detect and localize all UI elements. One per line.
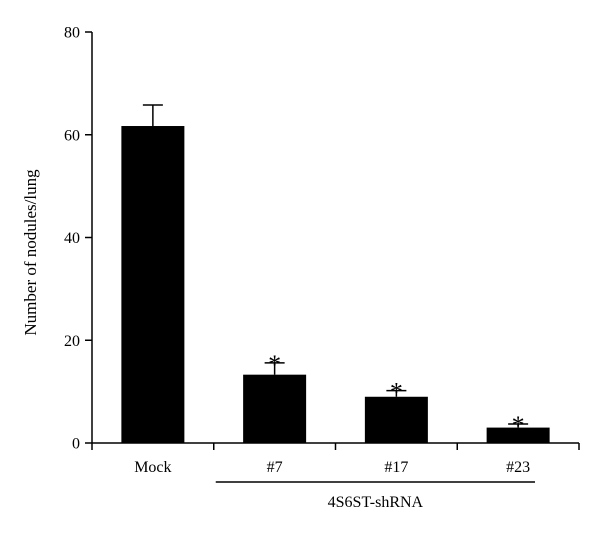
bar (486, 427, 550, 443)
group-label: 4S6ST-shRNA (328, 494, 424, 511)
significance-markers: * * * (268, 350, 525, 440)
x-tick-label: #7 (267, 459, 283, 476)
y-tick-label: 80 (64, 25, 80, 42)
significance-star: * (390, 378, 403, 407)
bar (121, 126, 185, 444)
bar (364, 396, 428, 443)
y-tick-label: 40 (64, 230, 80, 247)
y-axis: 0 20 40 60 80 (64, 25, 93, 453)
x-tick-label: Mock (134, 459, 171, 476)
y-tick-label: 0 (72, 436, 80, 453)
x-tick-label: #23 (506, 459, 530, 476)
y-tick-label: 60 (64, 127, 80, 144)
significance-star: * (512, 411, 525, 440)
y-axis-label: Number of nodules/lung (21, 169, 40, 336)
error-bars (142, 104, 529, 428)
x-axis (91, 442, 580, 450)
category-labels: Mock #7 #17 #23 (134, 459, 530, 476)
x-tick-label: #17 (384, 459, 408, 476)
bars (121, 126, 550, 444)
group-annotation: 4S6ST-shRNA (215, 481, 535, 511)
significance-star: * (268, 350, 281, 379)
bar (243, 374, 307, 443)
y-tick-label: 20 (64, 333, 80, 350)
